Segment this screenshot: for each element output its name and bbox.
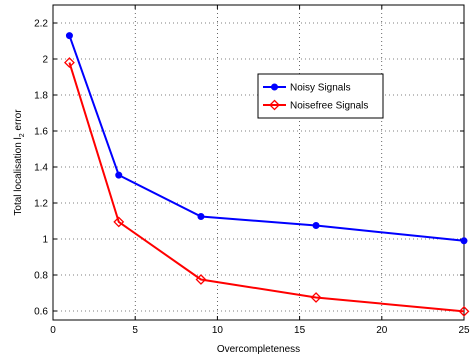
x-tick-label: 5 bbox=[132, 325, 138, 336]
y-tick-label: 1.6 bbox=[34, 127, 48, 138]
series-2 bbox=[64, 57, 470, 317]
plot-area bbox=[52, 4, 465, 321]
y-axis-label: Total localisation l2 error bbox=[13, 109, 26, 216]
legend-entry: Noisy Signals bbox=[263, 83, 351, 94]
y-axis-label-subscript: 2 bbox=[19, 133, 26, 137]
legend-label: Noisy Signals bbox=[290, 83, 351, 94]
legend-entry: Noisefree Signals bbox=[263, 99, 368, 112]
data-point bbox=[64, 57, 75, 69]
x-axis: 0 5 10 15 20 25 bbox=[50, 5, 470, 336]
series bbox=[64, 32, 470, 317]
x-tick-label: 10 bbox=[212, 325, 224, 336]
data-point bbox=[197, 213, 205, 220]
y-tick-label: 1.4 bbox=[34, 163, 48, 174]
legend: Noisy Signals Noisefree Signals bbox=[257, 73, 384, 119]
data-point bbox=[312, 222, 320, 229]
x-axis-label: Overcompleteness bbox=[217, 344, 300, 355]
x-tick-label: 0 bbox=[50, 325, 56, 336]
y-axis: 0.6 0.8 1 1.2 1.4 1.6 1.8 2 2.2 bbox=[34, 19, 464, 318]
legend-box bbox=[257, 73, 384, 119]
x-tick-label: 15 bbox=[294, 325, 306, 336]
series-line bbox=[68, 62, 465, 313]
x-tick-label: 20 bbox=[376, 325, 388, 336]
y-tick-label: 0.8 bbox=[34, 271, 48, 282]
data-point bbox=[115, 171, 123, 179]
y-tick-label: 1.8 bbox=[34, 91, 48, 102]
data-point bbox=[269, 99, 280, 111]
y-tick-label: 0.6 bbox=[34, 307, 48, 318]
y-axis-label-tail: error bbox=[13, 109, 24, 134]
data-point bbox=[460, 237, 468, 245]
series-line bbox=[68, 35, 465, 242]
grid bbox=[53, 5, 464, 320]
series-1 bbox=[65, 32, 468, 245]
x-tick-label: 25 bbox=[458, 325, 470, 336]
legend-label: Noisefree Signals bbox=[290, 101, 368, 112]
data-point bbox=[113, 216, 125, 228]
y-tick-label: 2.2 bbox=[34, 19, 48, 30]
data-point bbox=[310, 292, 322, 303]
y-tick-label: 1.2 bbox=[34, 199, 48, 210]
data-point bbox=[271, 83, 278, 91]
data-point bbox=[458, 305, 470, 317]
y-tick-label: 2 bbox=[42, 55, 48, 66]
data-point bbox=[65, 32, 73, 40]
data-point bbox=[195, 274, 207, 285]
y-tick-label: 1 bbox=[42, 235, 48, 246]
y-axis-label-main: Total localisation l bbox=[13, 137, 24, 215]
